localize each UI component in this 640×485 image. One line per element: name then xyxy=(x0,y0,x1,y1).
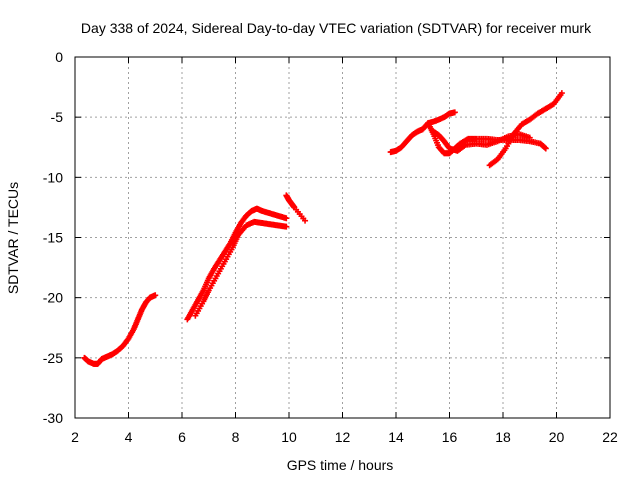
x-tick-label: 20 xyxy=(549,429,565,445)
x-tick-label: 8 xyxy=(232,429,240,445)
x-tick-label: 6 xyxy=(178,429,186,445)
x-tick-label: 14 xyxy=(388,429,404,445)
x-tick-label: 10 xyxy=(281,429,297,445)
chart-title: Day 338 of 2024, Sidereal Day-to-day VTE… xyxy=(81,20,592,36)
data-point xyxy=(302,217,309,224)
y-tick-label: -15 xyxy=(43,230,63,246)
data-point xyxy=(283,215,290,222)
x-tick-label: 2 xyxy=(71,429,79,445)
grid xyxy=(74,56,611,419)
x-axis-label: GPS time / hours xyxy=(287,457,394,473)
y-tick-label: -20 xyxy=(43,290,63,306)
y-tick-label: -5 xyxy=(51,109,64,125)
tick-labels: 2 4 6 8 10 12 14 16 18 20 22 0 -5 -10 -15 -20 -25 -30 xyxy=(43,49,618,445)
x-tick-label: 22 xyxy=(602,429,618,445)
data-point xyxy=(542,145,549,152)
x-tick-label: 4 xyxy=(125,429,133,445)
y-tick-label: -30 xyxy=(43,410,63,426)
y-tick-label: 0 xyxy=(55,49,63,65)
y-tick-label: -10 xyxy=(43,169,63,185)
data-point xyxy=(541,144,548,151)
x-tick-label: 16 xyxy=(442,429,458,445)
data-points xyxy=(81,90,565,367)
data-point xyxy=(558,90,565,97)
y-tick-label: -25 xyxy=(43,350,63,366)
plot-frame xyxy=(74,56,611,419)
data-point xyxy=(451,109,458,116)
data-point xyxy=(152,292,159,299)
y-axis-label: SDTVAR / TECUs xyxy=(5,182,21,294)
data-point xyxy=(283,223,290,230)
data-point xyxy=(526,134,533,141)
x-tick-label: 18 xyxy=(495,429,511,445)
x-tick-label: 12 xyxy=(335,429,351,445)
